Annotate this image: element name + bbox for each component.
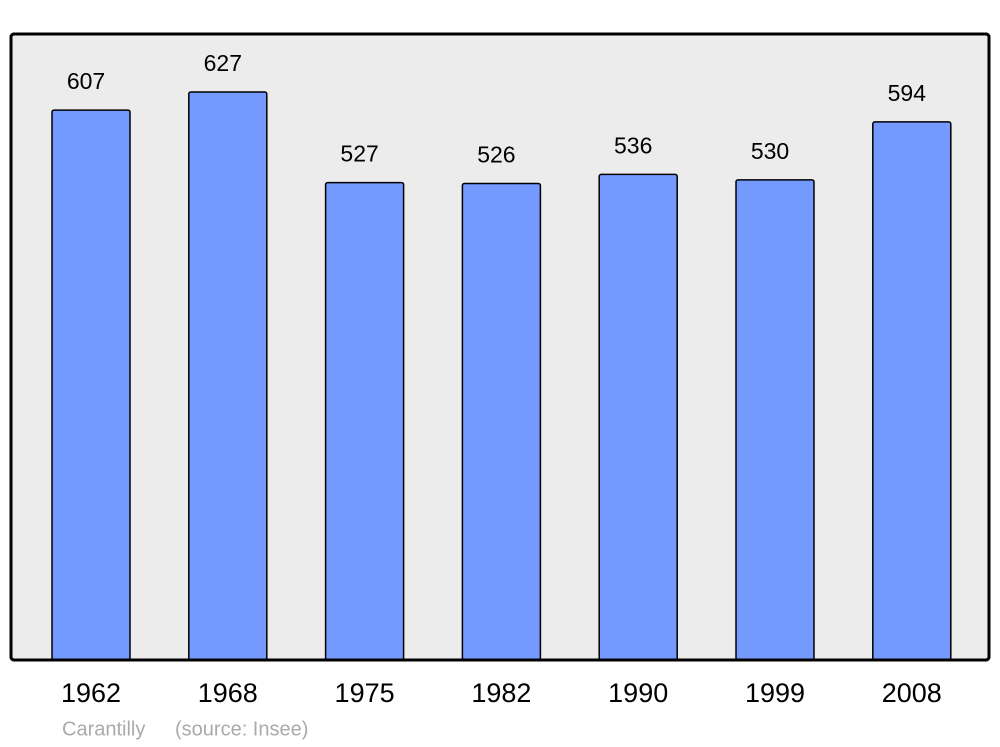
- source-note: (source: Insee): [175, 718, 308, 740]
- value-label: 527: [340, 141, 378, 167]
- bar: [735, 179, 815, 661]
- x-tick-label: 1982: [471, 678, 531, 708]
- value-label: 526: [477, 142, 515, 168]
- value-label: 536: [614, 133, 652, 159]
- bar: [872, 121, 952, 661]
- value-label: 594: [888, 80, 927, 106]
- bar: [51, 109, 131, 661]
- x-tick-label: 1968: [198, 678, 258, 708]
- x-tick-label: 1962: [61, 678, 121, 708]
- value-label: 627: [204, 50, 242, 76]
- value-label: 530: [751, 138, 789, 164]
- x-tick-label: 2008: [882, 678, 942, 708]
- bar: [324, 181, 405, 661]
- plot-border: [9, 32, 991, 662]
- bar: [461, 182, 542, 661]
- x-tick-label: 1990: [608, 678, 668, 708]
- x-tick-label: 1999: [745, 678, 805, 708]
- commune-name: Carantilly: [62, 718, 145, 740]
- x-tick-label: 1975: [335, 678, 395, 708]
- bar: [598, 173, 678, 661]
- value-label: 607: [67, 68, 105, 94]
- bar: [188, 91, 268, 661]
